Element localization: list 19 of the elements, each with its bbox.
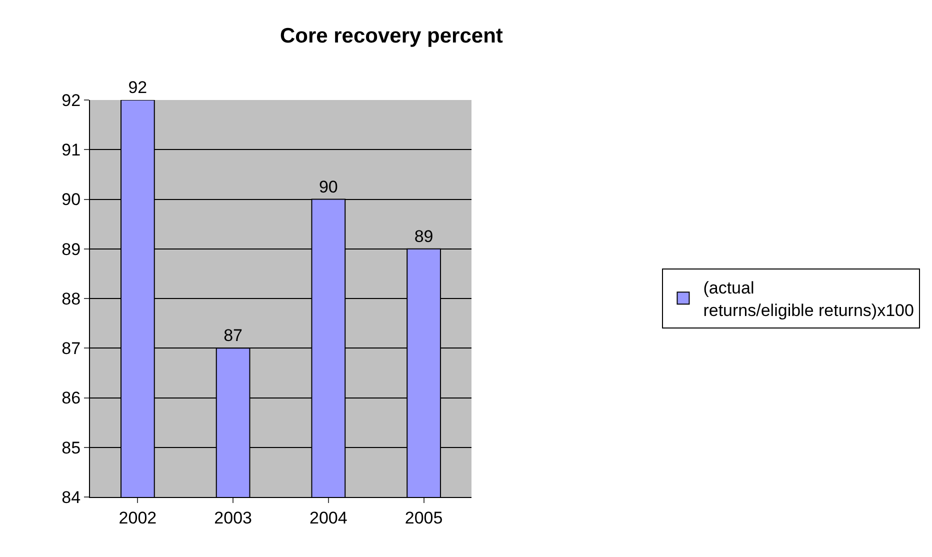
legend-label: (actual returns/eligible returns)x100 (703, 278, 914, 320)
y-tick-label: 84 (62, 488, 81, 507)
y-tick-label: 91 (62, 140, 81, 160)
y-tick-label: 92 (62, 90, 81, 110)
x-tick-label: 2002 (118, 508, 157, 528)
data-label: 90 (318, 177, 338, 196)
y-tick-label: 90 (62, 190, 81, 210)
x-tick-label: 2003 (214, 508, 252, 528)
x-tick-label: 2005 (404, 508, 443, 528)
y-tick-label: 88 (62, 289, 81, 308)
x-tick-label: 2004 (310, 508, 348, 528)
chart-title: Core recovery percent (280, 24, 503, 48)
data-label: 89 (414, 226, 434, 246)
y-tick-label: 87 (62, 339, 81, 358)
y-tick-label: 85 (62, 438, 81, 458)
data-label: 92 (128, 78, 148, 97)
data-label: 87 (224, 326, 243, 346)
y-tick-label: 89 (62, 240, 81, 259)
y-tick-label: 86 (62, 388, 81, 408)
